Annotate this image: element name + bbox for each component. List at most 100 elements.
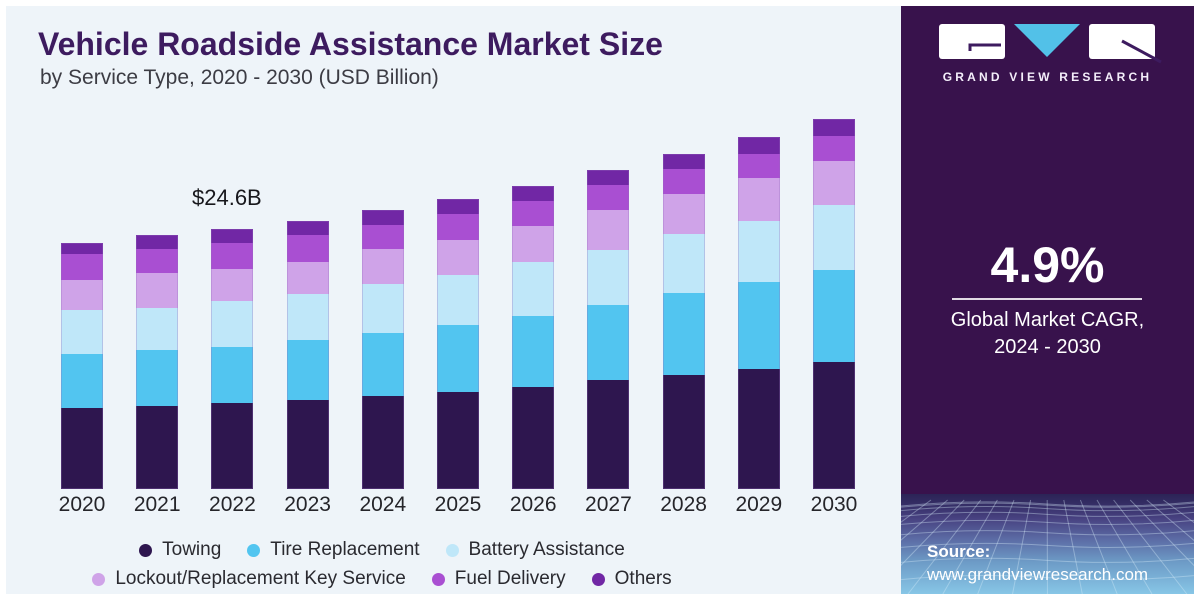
segment-others-2028: [662, 153, 705, 169]
segment-lockout-replacement-key-service-2030: [813, 161, 855, 205]
bar-2028: [662, 153, 705, 489]
segment-battery-assistance-2028: [662, 234, 705, 294]
segment-tire-replacement-2027: [587, 305, 630, 381]
segment-lockout-replacement-key-service-2029: [737, 178, 780, 221]
cagr-divider: [952, 298, 1142, 300]
segment-tire-replacement-2026: [512, 315, 555, 387]
segment-battery-assistance-2023: [286, 293, 329, 341]
segment-others-2027: [587, 169, 630, 185]
logo-g-stroke: [968, 43, 1001, 51]
cagr-period: 2024 - 2030: [994, 336, 1101, 358]
segment-fuel-delivery-2029: [737, 153, 780, 179]
legend-dot-fuel-delivery: [431, 572, 445, 586]
legend-row-2: Lockout/Replacement Key Service Fuel Deli…: [42, 568, 722, 590]
segment-towing-2029: [737, 368, 780, 489]
segment-fuel-delivery-2023: [286, 235, 329, 262]
bar-2029: [737, 137, 780, 489]
legend-item-others: Others: [591, 568, 672, 590]
brand-sidebar: GRAND VIEW RESEARCH 4.9% Global Market C…: [901, 6, 1194, 594]
segment-towing-2023: [286, 400, 329, 489]
legend-item-towing: Towing: [139, 539, 221, 561]
segment-tire-replacement-2024: [361, 332, 404, 396]
segment-towing-2022: [211, 403, 254, 489]
legend-label-lockout-replacement-key-service: Lockout/Replacement Key Service: [115, 568, 406, 589]
legend-label-battery-assistance: Battery Assistance: [468, 539, 625, 560]
segment-towing-2027: [587, 380, 630, 489]
legend-label-others: Others: [614, 568, 672, 589]
segment-tire-replacement-2030: [813, 270, 855, 363]
segment-lockout-replacement-key-service-2024: [361, 249, 404, 285]
cagr-label: Global Market CAGR,: [950, 309, 1145, 331]
logo-g-block: [939, 24, 1005, 59]
segment-others-2023: [286, 220, 329, 236]
segment-tire-replacement-2023: [286, 340, 329, 401]
bar-2021: [136, 235, 179, 489]
legend-dot-tire-replacement: [247, 543, 261, 557]
segment-battery-assistance-2029: [737, 220, 780, 282]
cagr-value: 4.9%: [990, 237, 1105, 293]
segment-others-2024: [361, 210, 404, 225]
legend-label-fuel-delivery: Fuel Delivery: [454, 568, 566, 589]
segment-towing-2028: [662, 374, 705, 489]
segment-others-2025: [437, 199, 479, 215]
segment-lockout-replacement-key-service-2023: [286, 261, 329, 294]
segment-others-2022: [211, 229, 254, 243]
legend-dot-lockout-replacement-key-service: [92, 572, 106, 586]
segment-lockout-replacement-key-service-2025: [437, 239, 479, 275]
legend-dot-towing: [139, 543, 153, 557]
segment-tire-replacement-2022: [211, 347, 254, 404]
segment-towing-2021: [136, 405, 179, 489]
legend-item-battery-assistance: Battery Assistance: [445, 539, 625, 561]
segment-lockout-replacement-key-service-2027: [587, 209, 630, 251]
segment-lockout-replacement-key-service-2021: [136, 273, 179, 309]
logo-r-stroke: [1121, 39, 1162, 64]
bar-2026: [512, 185, 555, 489]
segment-battery-assistance-2025: [437, 274, 479, 326]
legend-label-towing: Towing: [162, 539, 222, 560]
legend-dot-others: [591, 572, 605, 586]
segment-others-2026: [512, 185, 555, 201]
segment-battery-assistance-2021: [136, 308, 179, 350]
segment-battery-assistance-2030: [813, 204, 855, 271]
segment-fuel-delivery-2025: [437, 214, 479, 240]
segment-tire-replacement-2021: [136, 349, 179, 406]
segment-towing-2025: [437, 391, 479, 489]
segment-battery-assistance-2027: [587, 250, 630, 306]
segment-battery-assistance-2022: [211, 300, 254, 348]
perspective-grid: [901, 499, 1194, 594]
bar-2022: [211, 229, 254, 489]
bar-2024: [361, 210, 404, 489]
legend-item-lockout-replacement-key-service: Lockout/Replacement Key Service: [92, 568, 406, 590]
legend-label-tire-replacement: Tire Replacement: [270, 539, 420, 560]
segment-towing-2030: [813, 362, 855, 489]
gvr-logo: [939, 24, 1162, 64]
segment-towing-2024: [361, 396, 404, 489]
segment-tire-replacement-2029: [737, 281, 780, 369]
legend-row-1: Towing Tire Replacement Battery Assistance: [42, 539, 722, 561]
chart-panel: Vehicle Roadside Assistance Market Size …: [6, 6, 901, 594]
stacked-bar-chart: [6, 6, 907, 600]
legend-item-fuel-delivery: Fuel Delivery: [431, 568, 566, 590]
logo-v-triangle: [1014, 24, 1080, 57]
bar-2023: [286, 220, 329, 489]
bar-2025: [437, 199, 479, 489]
segment-others-2020: [61, 242, 103, 255]
segment-others-2029: [737, 137, 780, 154]
bar-2030: [813, 119, 855, 489]
source-url: www.grandviewresearch.com: [927, 565, 1149, 584]
brand-name: GRAND VIEW RESEARCH: [942, 70, 1153, 84]
segment-battery-assistance-2026: [512, 261, 555, 316]
segment-others-2030: [813, 119, 855, 137]
segment-fuel-delivery-2022: [211, 242, 254, 270]
segment-fuel-delivery-2026: [512, 200, 555, 226]
segment-tire-replacement-2028: [662, 293, 705, 375]
segment-battery-assistance-2024: [361, 284, 404, 333]
segment-fuel-delivery-2021: [136, 249, 179, 274]
mesh-footer: Source: www.grandviewresearch.com: [901, 494, 1194, 594]
bar-annotation-2022: $24.6B: [192, 185, 262, 210]
segment-battery-assistance-2020: [61, 310, 103, 354]
legend-item-tire-replacement: Tire Replacement: [247, 539, 420, 561]
segment-fuel-delivery-2028: [662, 168, 705, 195]
bar-2020: [61, 242, 103, 489]
